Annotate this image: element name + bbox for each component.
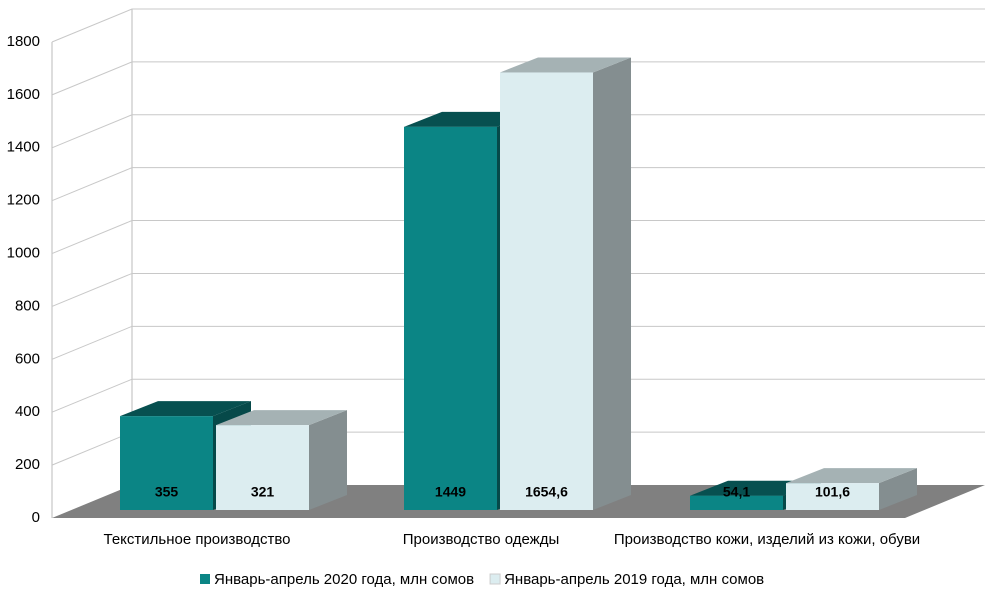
- y-tick-label: 1800: [7, 33, 40, 50]
- y-tick-label: 600: [15, 350, 40, 367]
- y-tick-label: 1200: [7, 192, 40, 209]
- legend-swatch: [200, 574, 210, 584]
- bar: [500, 72, 593, 510]
- bar: [120, 416, 213, 510]
- legend-label: Январь-апрель 2019 года, млн сомов: [504, 571, 764, 588]
- x-tick-label: Производство кожи, изделий из кожи, обув…: [614, 531, 920, 548]
- x-tick-label: Текстильное производство: [104, 531, 291, 548]
- y-tick-label: 1000: [7, 245, 40, 262]
- bar: [690, 495, 783, 510]
- y-tick-label: 200: [15, 456, 40, 473]
- grid-line: [51, 8, 985, 43]
- grid-line: [51, 325, 985, 360]
- bar: [404, 126, 497, 510]
- grid-line: [51, 61, 985, 96]
- y-tick-label: 1400: [7, 139, 40, 156]
- grid-line: [51, 272, 985, 307]
- y-tick-label: 0: [32, 509, 40, 526]
- value-label: 54,1: [723, 484, 750, 500]
- legend-label: Январь-апрель 2020 года, млн сомов: [214, 571, 474, 588]
- bar-top: [500, 57, 631, 73]
- bar-top: [216, 410, 347, 426]
- y-tick-label: 400: [15, 403, 40, 420]
- bar: [216, 425, 309, 510]
- y-tick-label: 800: [15, 297, 40, 314]
- bar-side: [309, 410, 347, 510]
- x-tick-label: Производство одежды: [403, 531, 559, 548]
- value-label: 1449: [435, 484, 466, 500]
- grid-line: [51, 220, 985, 255]
- value-label: 1654,6: [525, 484, 568, 500]
- bar-top: [120, 401, 251, 417]
- value-label: 355: [155, 484, 179, 500]
- value-label: 101,6: [815, 484, 850, 500]
- value-label: 321: [251, 484, 275, 500]
- grid-line: [51, 167, 985, 202]
- bar-side: [593, 57, 631, 510]
- y-tick-label: 1600: [7, 86, 40, 103]
- legend-swatch: [489, 573, 501, 585]
- grid-line: [51, 114, 985, 149]
- grid-line: [51, 378, 985, 413]
- bar: [786, 483, 879, 510]
- bar-top: [786, 468, 917, 484]
- bar-side: [879, 468, 917, 510]
